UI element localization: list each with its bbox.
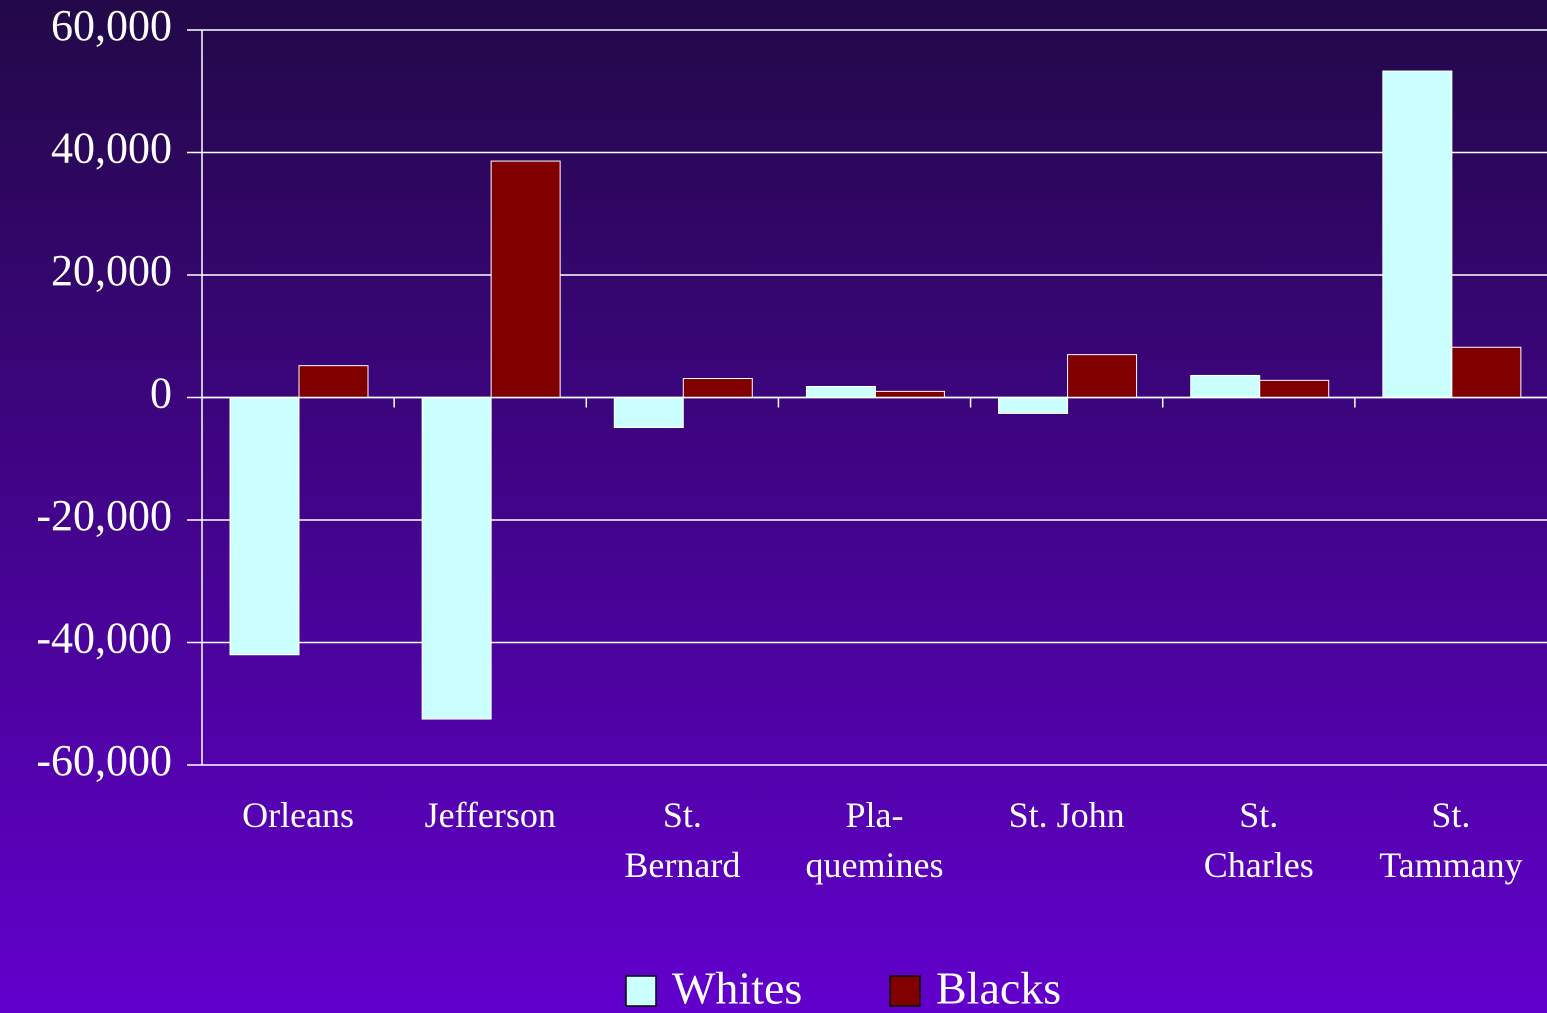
bar (421, 397, 492, 720)
x-tick-label: St. Bernard (624, 795, 741, 885)
x-tick-label-box: St. John (1008, 795, 1125, 835)
y-tick-label: 0 (150, 369, 172, 418)
y-tick-label: 40,000 (51, 124, 172, 173)
x-tick-label: St. John (1008, 795, 1125, 835)
bar (613, 397, 684, 429)
y-tick-label: -20,000 (36, 491, 172, 540)
legend-label: Blacks (936, 963, 1061, 1013)
x-tick-label: Jefferson (424, 795, 556, 835)
bar (874, 390, 945, 398)
x-tick-label-box: St. Bernard (624, 795, 741, 885)
bar (1067, 354, 1138, 398)
legend-label: Whites (672, 963, 802, 1013)
bar (229, 397, 300, 656)
y-tick-label: -60,000 (36, 736, 172, 785)
bar (682, 378, 753, 399)
bar (1190, 374, 1261, 399)
legend-swatch (625, 975, 657, 1007)
x-tick-label: Pla- quemines (805, 795, 944, 885)
bar (805, 385, 876, 399)
x-tick-label: St. Tammany (1379, 795, 1523, 885)
bar (298, 365, 369, 398)
x-tick-label-box: Pla- quemines (805, 795, 944, 885)
bar (1259, 379, 1330, 399)
bar (998, 397, 1069, 414)
y-tick-label: 20,000 (51, 246, 172, 295)
x-tick-label-box: Jefferson (424, 795, 556, 835)
x-tick-label: Orleans (242, 795, 355, 835)
legend-swatch (889, 975, 921, 1007)
x-tick-label-box: St. Charles (1203, 795, 1314, 885)
x-tick-label-box: St. Tammany (1379, 795, 1523, 885)
bar (1451, 346, 1522, 398)
y-tick-label: -40,000 (36, 614, 172, 663)
x-tick-label: St. Charles (1203, 795, 1314, 885)
bar (490, 160, 561, 398)
y-tick-label: 60,000 (51, 1, 172, 50)
bar (1382, 70, 1453, 398)
x-tick-label-box: Orleans (242, 795, 355, 835)
